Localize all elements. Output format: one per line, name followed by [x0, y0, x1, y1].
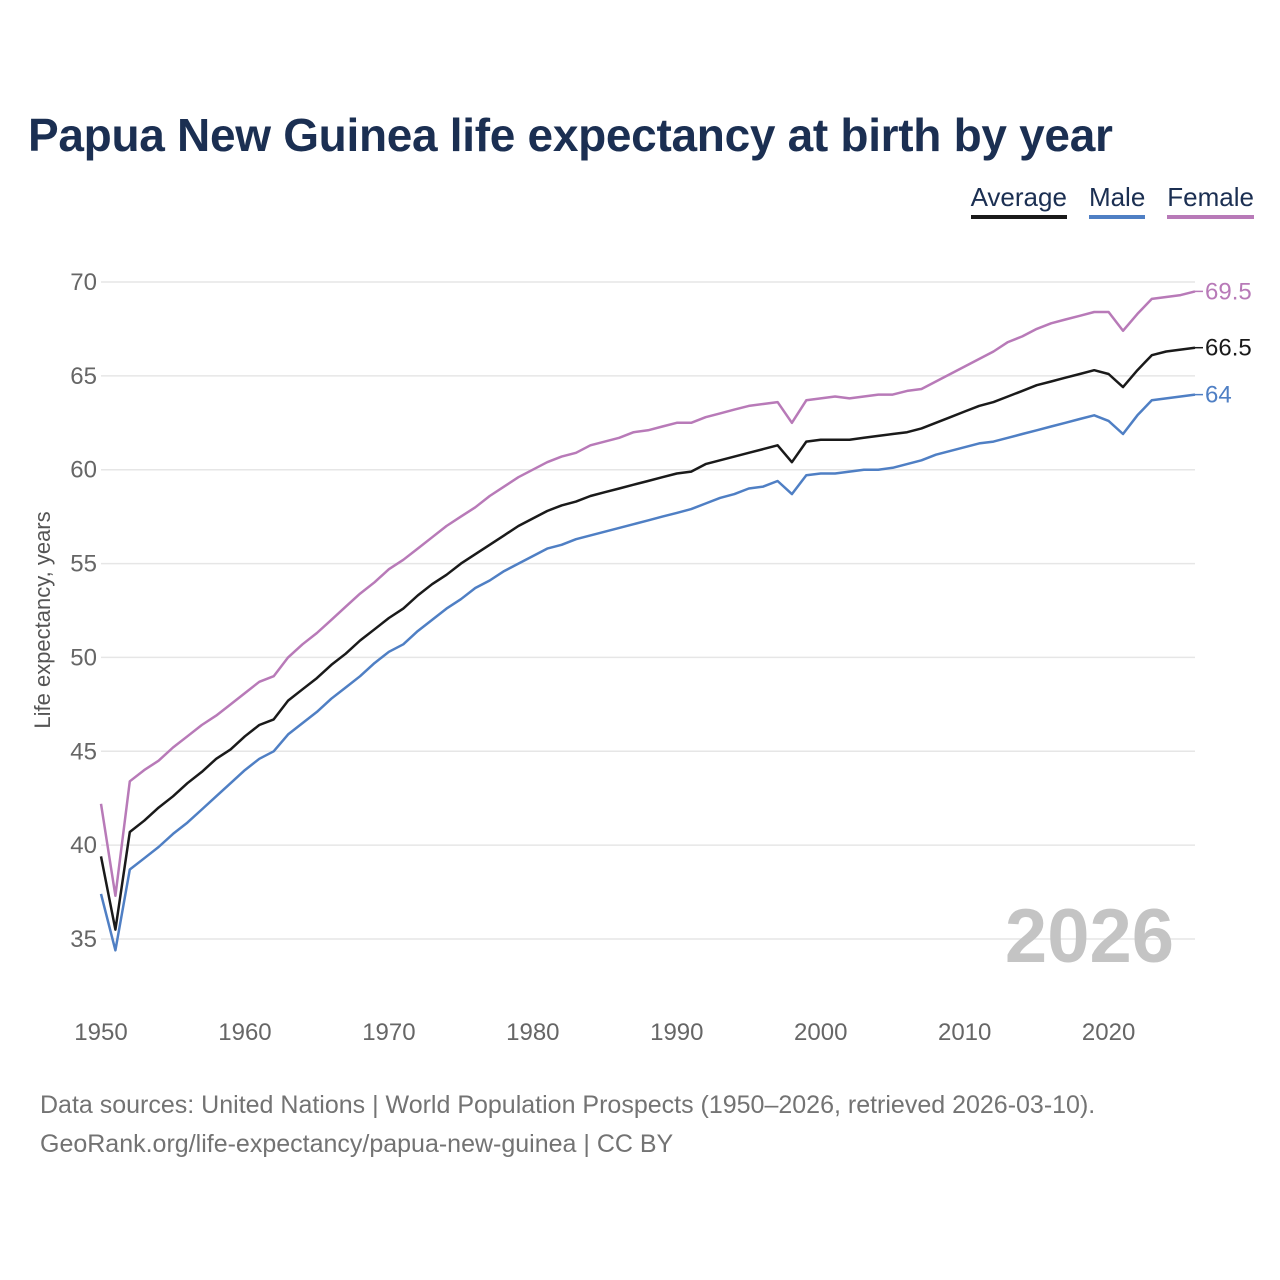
x-tick-label: 1970: [362, 1019, 415, 1046]
end-label-male: 64: [1205, 382, 1232, 409]
y-tick-label: 70: [70, 269, 97, 296]
end-labels: 69.5 66.5 64: [1195, 278, 1252, 409]
legend: Average Male Female: [970, 182, 1254, 219]
y-tick-label: 45: [70, 738, 97, 765]
y-tick-label: 50: [70, 644, 97, 671]
series-line-female[interactable]: [99, 290, 1196, 898]
footer: Data sources: United Nations | World Pop…: [40, 1086, 1095, 1164]
gridlines: [101, 281, 1195, 940]
legend-item-male[interactable]: Male: [1088, 182, 1146, 219]
credit-note: GeoRank.org/life-expectancy/papua-new-gu…: [40, 1130, 674, 1158]
end-label-female: 69.5: [1205, 278, 1252, 305]
x-tick-label: 1950: [74, 1019, 127, 1046]
x-tick-label: 2000: [794, 1019, 847, 1046]
series-line-male[interactable]: [99, 393, 1196, 952]
x-tick-label: 2020: [1082, 1019, 1135, 1046]
y-tick-label: 65: [70, 363, 97, 390]
y-tick-label: 35: [70, 926, 97, 953]
y-tick-label: 60: [70, 457, 97, 484]
y-axis: 35 40 45 50 55 60 65 70: [70, 269, 97, 953]
x-tick-label: 1980: [506, 1019, 559, 1046]
y-tick-label: 55: [70, 551, 97, 578]
series-lines: [99, 290, 1196, 952]
end-label-average: 66.5: [1205, 335, 1252, 362]
x-tick-label: 1990: [650, 1019, 703, 1046]
year-watermark: 2026: [1005, 894, 1174, 979]
x-tick-label: 1960: [218, 1019, 271, 1046]
x-tick-label: 2010: [938, 1019, 991, 1046]
series-line-average[interactable]: [99, 346, 1196, 931]
legend-item-average[interactable]: Average: [970, 182, 1067, 219]
chart-title: Papua New Guinea life expectancy at birt…: [28, 109, 1113, 161]
legend-item-female[interactable]: Female: [1167, 182, 1254, 219]
x-axis: 1950 1960 1970 1980 1990 2000 2010 2020: [74, 1019, 1135, 1046]
y-axis-title: Life expectancy, years: [30, 511, 55, 728]
source-note: Data sources: United Nations | World Pop…: [40, 1091, 1096, 1119]
y-tick-label: 40: [70, 832, 97, 859]
